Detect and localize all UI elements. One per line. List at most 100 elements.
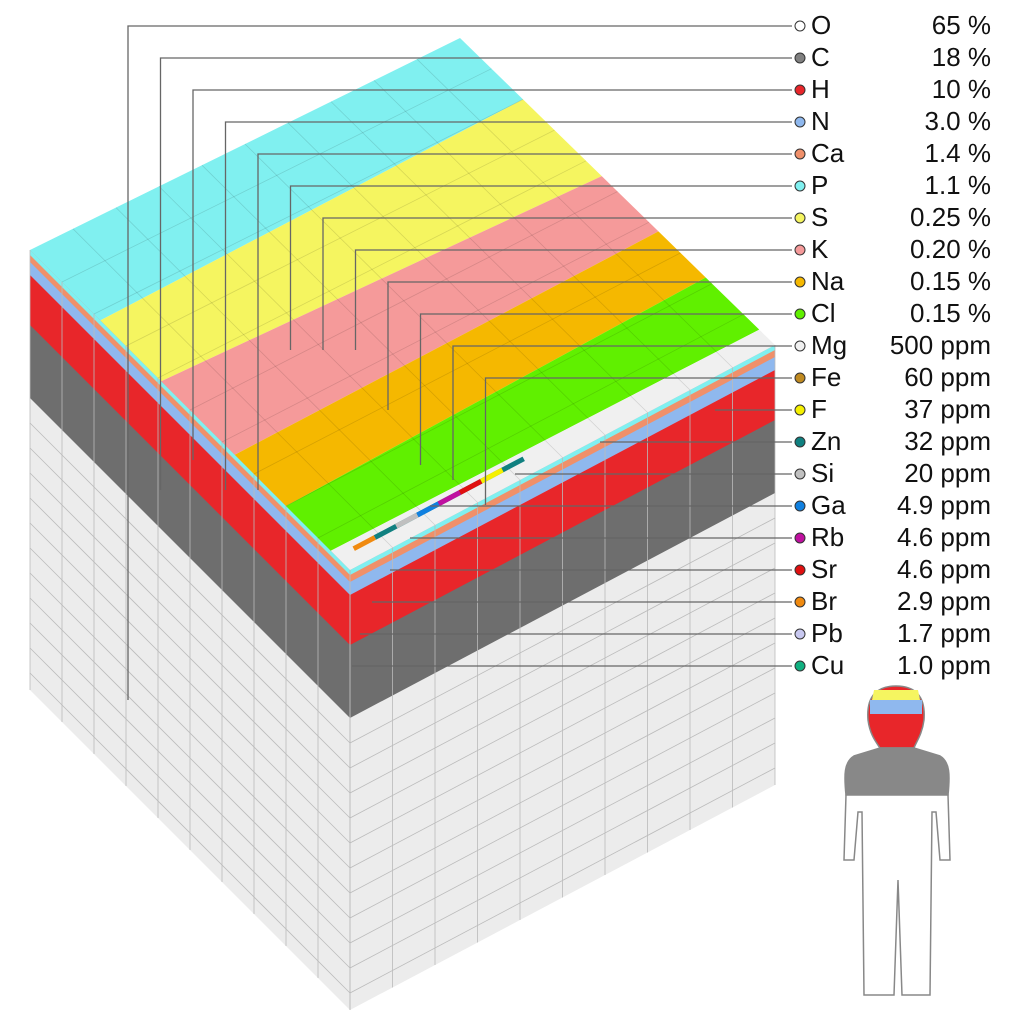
grid-line — [29, 422, 351, 744]
element-amount: 2.9 ppm — [897, 586, 991, 616]
element-amount: 20 ppm — [904, 458, 991, 488]
element-amount: 1.0 ppm — [897, 650, 991, 680]
grid-line — [72, 228, 393, 548]
leader-line — [224, 121, 792, 490]
element-symbol: F — [811, 394, 827, 424]
legend-swatch — [794, 52, 806, 64]
human-figure — [843, 685, 951, 996]
grid-line — [244, 143, 563, 458]
leader-line — [322, 217, 792, 350]
grid-line — [349, 517, 776, 744]
grid-line — [349, 767, 776, 994]
top-band — [234, 231, 706, 506]
legend-swatch — [794, 532, 806, 544]
top-band — [330, 329, 775, 570]
element-amount: 4.6 ppm — [897, 554, 991, 584]
trace-layer — [480, 467, 504, 484]
grid-line — [29, 622, 351, 944]
element-symbol: Br — [811, 586, 837, 616]
element-amount: 1.7 ppm — [897, 618, 991, 648]
leader-line — [289, 185, 792, 350]
legend-swatch — [794, 660, 806, 672]
element-symbol: Cl — [811, 298, 836, 328]
grid-line — [373, 80, 691, 391]
grid-line — [125, 129, 555, 347]
grid-line — [349, 692, 776, 919]
grid-line — [349, 667, 776, 894]
element-amount: 32 ppm — [904, 426, 991, 456]
leader-line — [354, 249, 792, 350]
element-amount: 0.20 % — [910, 234, 991, 264]
element-symbol: Fe — [811, 362, 841, 392]
grid-line — [201, 164, 521, 481]
grid-line — [29, 572, 351, 894]
element-amount: 1.4 % — [925, 138, 992, 168]
legend-swatch — [794, 180, 806, 192]
element-symbol: P — [811, 170, 828, 200]
grid-line — [29, 472, 351, 794]
grid-line — [61, 68, 492, 283]
grid-line — [29, 597, 351, 919]
grid-line — [29, 447, 351, 769]
legend-swatch — [794, 564, 806, 576]
grid-line — [29, 547, 351, 869]
top-band — [161, 176, 659, 455]
grid-line — [29, 522, 351, 844]
element-symbol: N — [811, 106, 830, 136]
element-symbol: Cu — [811, 650, 844, 680]
trace-layer — [352, 535, 377, 551]
legend-swatch — [794, 340, 806, 352]
grid-line — [416, 58, 733, 368]
legend-swatch — [794, 244, 806, 256]
grid-line — [29, 672, 351, 994]
grid-line — [349, 617, 776, 844]
element-amount: 65 % — [932, 10, 991, 40]
element-symbol: Ga — [811, 490, 846, 520]
legend-swatch — [794, 84, 806, 96]
legend-swatch — [794, 148, 806, 160]
element-symbol: C — [811, 42, 830, 72]
element-symbol: Sr — [811, 554, 837, 584]
element-amount: 4.6 ppm — [897, 522, 991, 552]
top-band — [30, 38, 523, 321]
grid-line — [287, 122, 606, 436]
grid-line — [189, 191, 618, 411]
grid-line — [157, 160, 587, 379]
leader-line — [127, 25, 792, 700]
element-symbol: Na — [811, 266, 845, 296]
legend-swatch — [794, 436, 806, 448]
element-symbol: H — [811, 74, 830, 104]
grid-line — [221, 221, 650, 443]
element-symbol: O — [811, 10, 831, 40]
element-symbol: S — [811, 202, 828, 232]
element-symbol: Zn — [811, 426, 841, 456]
trace-layer — [395, 512, 419, 529]
legend-swatch — [794, 628, 806, 640]
element-symbol: K — [811, 234, 829, 264]
legend-swatch — [794, 404, 806, 416]
legend-swatch — [794, 116, 806, 128]
grid-line — [285, 283, 713, 507]
grid-line — [115, 207, 436, 526]
legend-swatch — [794, 372, 806, 384]
leaders — [127, 25, 792, 700]
legend-swatch — [794, 468, 806, 480]
legend-swatch — [794, 212, 806, 224]
grid-line — [349, 717, 776, 944]
element-symbol: Si — [811, 458, 834, 488]
cube — [29, 38, 776, 1010]
element-amount: 18 % — [932, 42, 991, 72]
element-symbol: Mg — [811, 330, 847, 360]
trace-layer — [458, 479, 483, 495]
leader-line — [452, 345, 792, 480]
element-amount: 10 % — [932, 74, 991, 104]
element-amount: 37 ppm — [904, 394, 991, 424]
grid-line — [93, 99, 524, 315]
grid-line — [349, 592, 776, 819]
legend-swatch — [794, 596, 806, 608]
legend-swatch — [794, 500, 806, 512]
legend-swatch — [794, 308, 806, 320]
element-symbol: Pb — [811, 618, 843, 648]
grid-line — [349, 567, 776, 794]
